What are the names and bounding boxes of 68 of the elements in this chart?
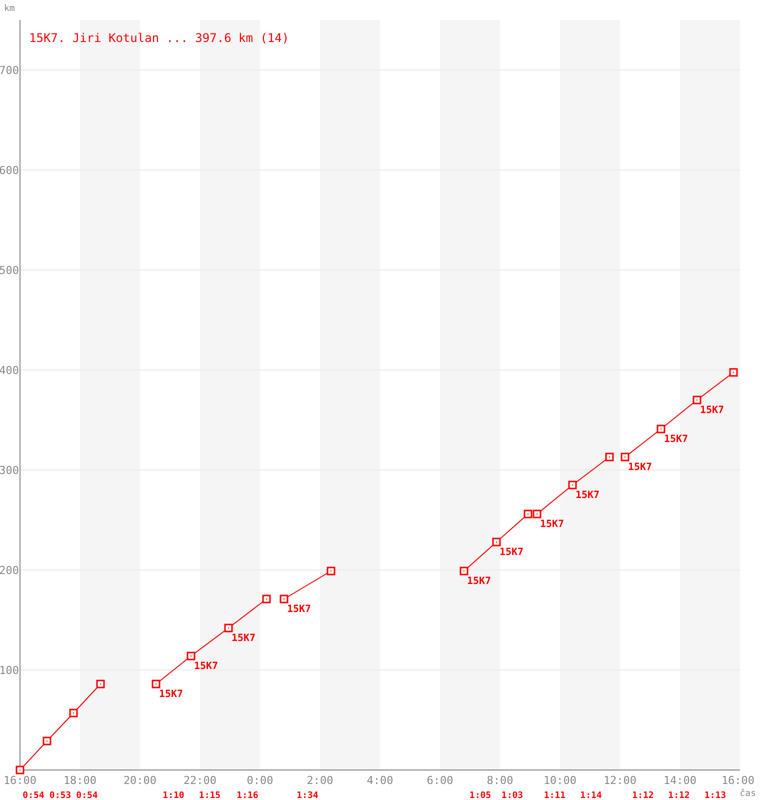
y-tick-label: 300 [0, 464, 19, 477]
text: 1:16 [236, 791, 258, 800]
x-tick-label: 20:00 [123, 774, 157, 787]
x-tick-label: 12:00 [603, 774, 637, 787]
x-tick-label: 22:00 [183, 774, 217, 787]
point [692, 396, 702, 404]
annotation: 15K7 [287, 604, 312, 615]
point [152, 680, 160, 688]
point [656, 424, 666, 434]
y-tick-label: 500 [0, 264, 19, 277]
point [524, 510, 532, 518]
text: 15K7. Jiri Kotulan ... 397.6 km (14) [29, 31, 290, 45]
y-tick-label: 400 [0, 364, 19, 377]
annotation: 15K7 [194, 661, 218, 672]
x-tick-label: 14:00 [663, 774, 697, 787]
point [729, 368, 738, 377]
annotation: 15K7 [232, 633, 256, 644]
point [69, 708, 78, 718]
x-tick-label: 4:00 [366, 774, 394, 787]
text: 0:54 [76, 791, 98, 800]
annotation: 15K7 [500, 547, 524, 558]
point [42, 736, 52, 746]
annotation: 15K7 [628, 462, 652, 473]
annotation: 15K7 [540, 519, 564, 530]
point [16, 766, 24, 774]
point [532, 510, 542, 518]
point [224, 624, 233, 632]
annotation: 15K7 [664, 434, 688, 445]
text: 1:12 [632, 791, 654, 800]
point [620, 452, 630, 462]
point [460, 566, 468, 576]
y-axis-title: km [4, 4, 15, 14]
x-tick-label: 10:00 [543, 774, 577, 787]
point [568, 480, 577, 490]
point [492, 538, 501, 546]
text: 0:53 [49, 791, 72, 800]
text: 1:13 [704, 791, 726, 800]
x-tick-label: 2:00 [306, 774, 334, 787]
x-tick-label: 0:00 [246, 774, 274, 787]
x-axis-title: čas [740, 788, 756, 799]
x-tick-label: 16:00 [721, 774, 755, 787]
text: 1:14 [580, 791, 602, 800]
text: 1:10 [162, 791, 184, 800]
annotation: 15K7 [467, 576, 492, 587]
text: 1:15 [198, 791, 221, 800]
x-tick-label: 18:00 [63, 774, 97, 787]
point [280, 594, 288, 604]
x-tick-label: 16:00 [3, 774, 37, 787]
point [96, 680, 105, 688]
text: 1:03 [501, 791, 524, 800]
point [186, 652, 196, 660]
x-tick-label: 8:00 [486, 774, 514, 787]
annotation: 15K7 [576, 490, 600, 501]
annotation: 15K7 [700, 405, 724, 416]
text: 1:34 [296, 791, 319, 800]
point [605, 452, 614, 462]
x-tick-label: 6:00 [426, 774, 454, 787]
y-tick-label: 700 [0, 64, 19, 77]
text: 1:12 [668, 791, 690, 800]
y-tick-label: 600 [0, 164, 19, 177]
y-tick-label: 200 [0, 564, 19, 577]
annotation: 15K7 [159, 689, 184, 700]
point [262, 594, 271, 604]
text: 0:54 [22, 791, 45, 800]
point [326, 566, 336, 576]
text: 1:11 [544, 791, 566, 800]
y-tick-label: 100 [0, 664, 19, 677]
text: 1:05 [469, 791, 492, 800]
